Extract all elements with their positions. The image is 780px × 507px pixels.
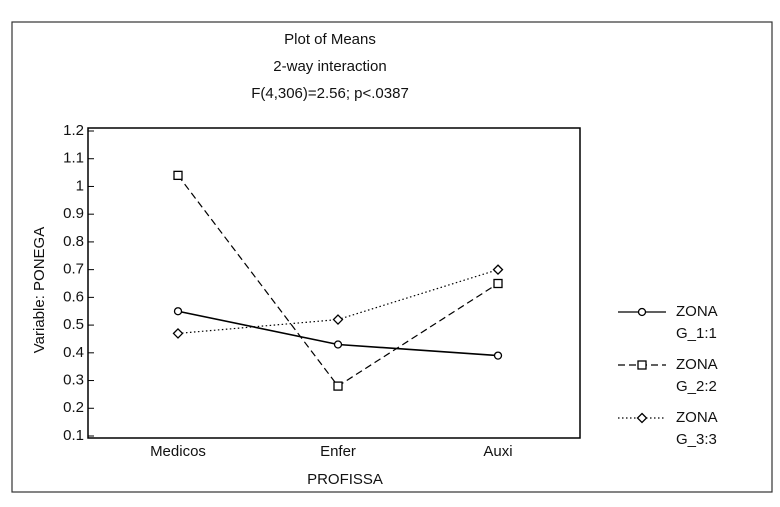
y-tick-label: 0.8	[63, 233, 84, 250]
legend-marker	[637, 307, 647, 317]
marker	[173, 307, 183, 316]
y-tick-label: 0.3	[63, 372, 84, 389]
marker	[492, 264, 504, 276]
annotation: F(4,306)=2.56; p<.0387	[251, 85, 409, 102]
y-tick-label: 1.1	[63, 150, 84, 167]
y-tick-label: 0.1	[63, 427, 84, 444]
y-tick-label: 1.2	[63, 122, 84, 139]
x-tick-label: Enfer	[320, 443, 356, 460]
x-tick-label: Medicos	[150, 443, 206, 460]
legend-marker	[637, 360, 647, 370]
marker	[332, 314, 344, 325]
legend-marker	[636, 412, 648, 424]
marker	[333, 381, 343, 391]
y-tick-label: 0.6	[63, 288, 84, 305]
y-tick-label: 1	[76, 177, 84, 194]
legend-label: ZONA G_3:3	[676, 409, 717, 448]
y-tick-label: 0.7	[63, 261, 84, 278]
plot-area	[87, 127, 581, 439]
y-tick-label: 0.9	[63, 205, 84, 222]
chart-title: Plot of Means	[284, 31, 376, 48]
marker	[333, 340, 343, 349]
marker	[493, 351, 503, 360]
y-axis-label: Variable: PONEGA	[31, 227, 48, 353]
chart-subtitle: 2-way interaction	[273, 58, 386, 75]
series-line	[177, 175, 499, 387]
y-tick-label: 0.5	[63, 316, 84, 333]
legend-label: ZONA G_2:2	[676, 356, 717, 395]
frame	[11, 21, 773, 493]
marker	[493, 278, 503, 289]
marker	[172, 327, 184, 339]
legend-label: ZONA G_1:1	[676, 303, 717, 342]
x-tick-label: Auxi	[483, 443, 512, 460]
x-axis-label: PROFISSA	[307, 471, 383, 488]
y-tick-label: 0.4	[63, 344, 84, 361]
y-tick-label: 0.2	[63, 399, 84, 416]
marker	[173, 170, 183, 181]
